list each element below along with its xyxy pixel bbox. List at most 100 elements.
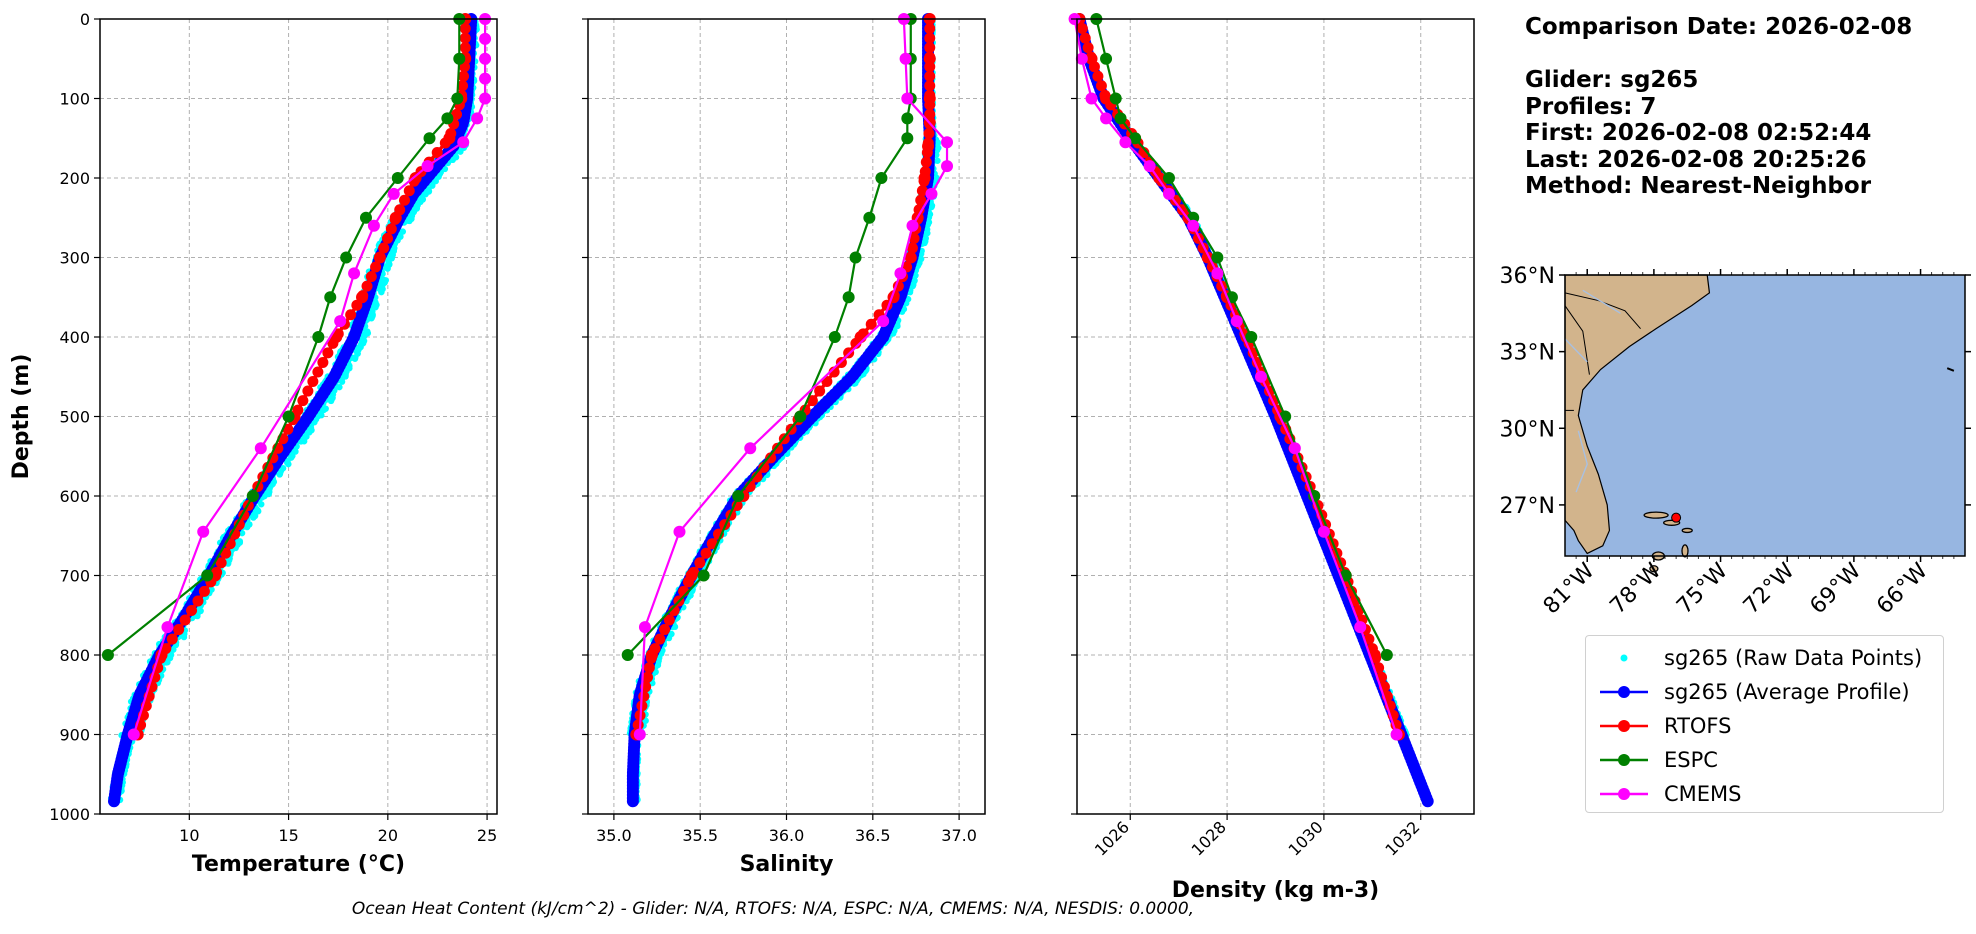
- data-point: [924, 70, 936, 82]
- data-point: [744, 442, 757, 455]
- data-point: [920, 156, 932, 168]
- data-point: [403, 185, 415, 197]
- data-point: [166, 633, 178, 645]
- data-point: [626, 795, 639, 808]
- series-line: [629, 19, 933, 803]
- data-point: [345, 309, 357, 321]
- data-point: [922, 140, 935, 153]
- y-tick-label: 700: [59, 567, 90, 586]
- data-point: [875, 172, 888, 184]
- series-line: [136, 19, 467, 736]
- data-point: [794, 410, 807, 423]
- data-point: [906, 219, 919, 232]
- series-rtofs: [131, 13, 472, 741]
- data-point: [356, 291, 369, 304]
- data-point: [186, 604, 198, 616]
- data-point: [700, 547, 712, 559]
- data-point: [391, 172, 404, 184]
- y-tick-label: 900: [59, 726, 90, 745]
- x-tick-label: 35.0: [596, 826, 632, 845]
- data-point: [901, 112, 914, 125]
- raw-point: [449, 156, 456, 164]
- data-point: [302, 385, 314, 397]
- data-point: [673, 525, 686, 538]
- y-tick-label: 200: [59, 169, 90, 188]
- raw-point: [238, 529, 246, 537]
- data-point: [307, 376, 319, 388]
- series-rtofs: [630, 13, 936, 741]
- raw-data-points: [626, 15, 942, 805]
- data-point: [201, 569, 214, 582]
- raw-point: [384, 265, 391, 272]
- data-point: [479, 32, 492, 45]
- data-point: [694, 557, 706, 569]
- data-point: [863, 211, 876, 224]
- raw-point: [258, 501, 265, 508]
- data-point: [923, 52, 936, 65]
- data-point: [941, 160, 954, 173]
- y-tick-label: 100: [59, 90, 90, 109]
- data-point: [924, 32, 936, 44]
- raw-point: [405, 217, 412, 224]
- data-point: [389, 211, 402, 224]
- data-point: [924, 42, 936, 54]
- data-point: [923, 92, 936, 105]
- data-point: [638, 621, 651, 634]
- data-point: [192, 595, 204, 607]
- x-tick-label: 15: [278, 826, 298, 845]
- data-point: [643, 662, 655, 674]
- raw-point: [164, 659, 171, 666]
- data-point: [685, 569, 698, 582]
- data-point: [108, 795, 121, 808]
- data-point: [340, 251, 353, 264]
- y-tick-label: 400: [59, 328, 90, 347]
- data-point: [638, 690, 650, 702]
- data-point: [179, 614, 191, 626]
- data-point: [901, 132, 914, 145]
- raw-point: [399, 228, 407, 235]
- data-point: [382, 232, 394, 244]
- raw-point: [377, 287, 385, 295]
- data-point: [659, 624, 671, 636]
- y-tick-label: 500: [59, 408, 90, 427]
- data-point: [842, 291, 855, 304]
- x-tick-label: 37.0: [941, 826, 977, 845]
- data-point: [385, 223, 397, 235]
- data-point: [633, 728, 646, 741]
- data-point: [317, 356, 329, 368]
- data-point: [451, 92, 464, 105]
- data-point: [312, 331, 325, 343]
- data-point: [127, 728, 140, 741]
- data-point: [923, 127, 935, 139]
- data-point: [348, 267, 361, 280]
- data-point: [901, 92, 914, 105]
- data-point: [471, 112, 484, 125]
- raw-point: [457, 148, 464, 155]
- raw-point: [180, 633, 188, 641]
- data-point: [254, 442, 267, 455]
- data-point: [421, 160, 434, 173]
- data-point: [924, 80, 936, 92]
- raw-point: [327, 397, 335, 405]
- data-point: [367, 219, 380, 232]
- data-point: [645, 649, 658, 661]
- data-point: [828, 331, 841, 343]
- data-point: [849, 251, 862, 264]
- series-line: [132, 19, 487, 735]
- x-tick-label: 25: [477, 826, 497, 845]
- data-point: [361, 280, 373, 292]
- data-point: [398, 194, 410, 206]
- x-tick-label: 10: [179, 826, 199, 845]
- data-point: [324, 291, 337, 304]
- data-point: [459, 42, 471, 54]
- data-point: [621, 649, 634, 661]
- data-point: [198, 585, 210, 597]
- data-point: [443, 132, 456, 145]
- data-point: [479, 92, 492, 105]
- data-point: [453, 52, 466, 65]
- data-point: [297, 395, 309, 407]
- data-point: [387, 187, 400, 200]
